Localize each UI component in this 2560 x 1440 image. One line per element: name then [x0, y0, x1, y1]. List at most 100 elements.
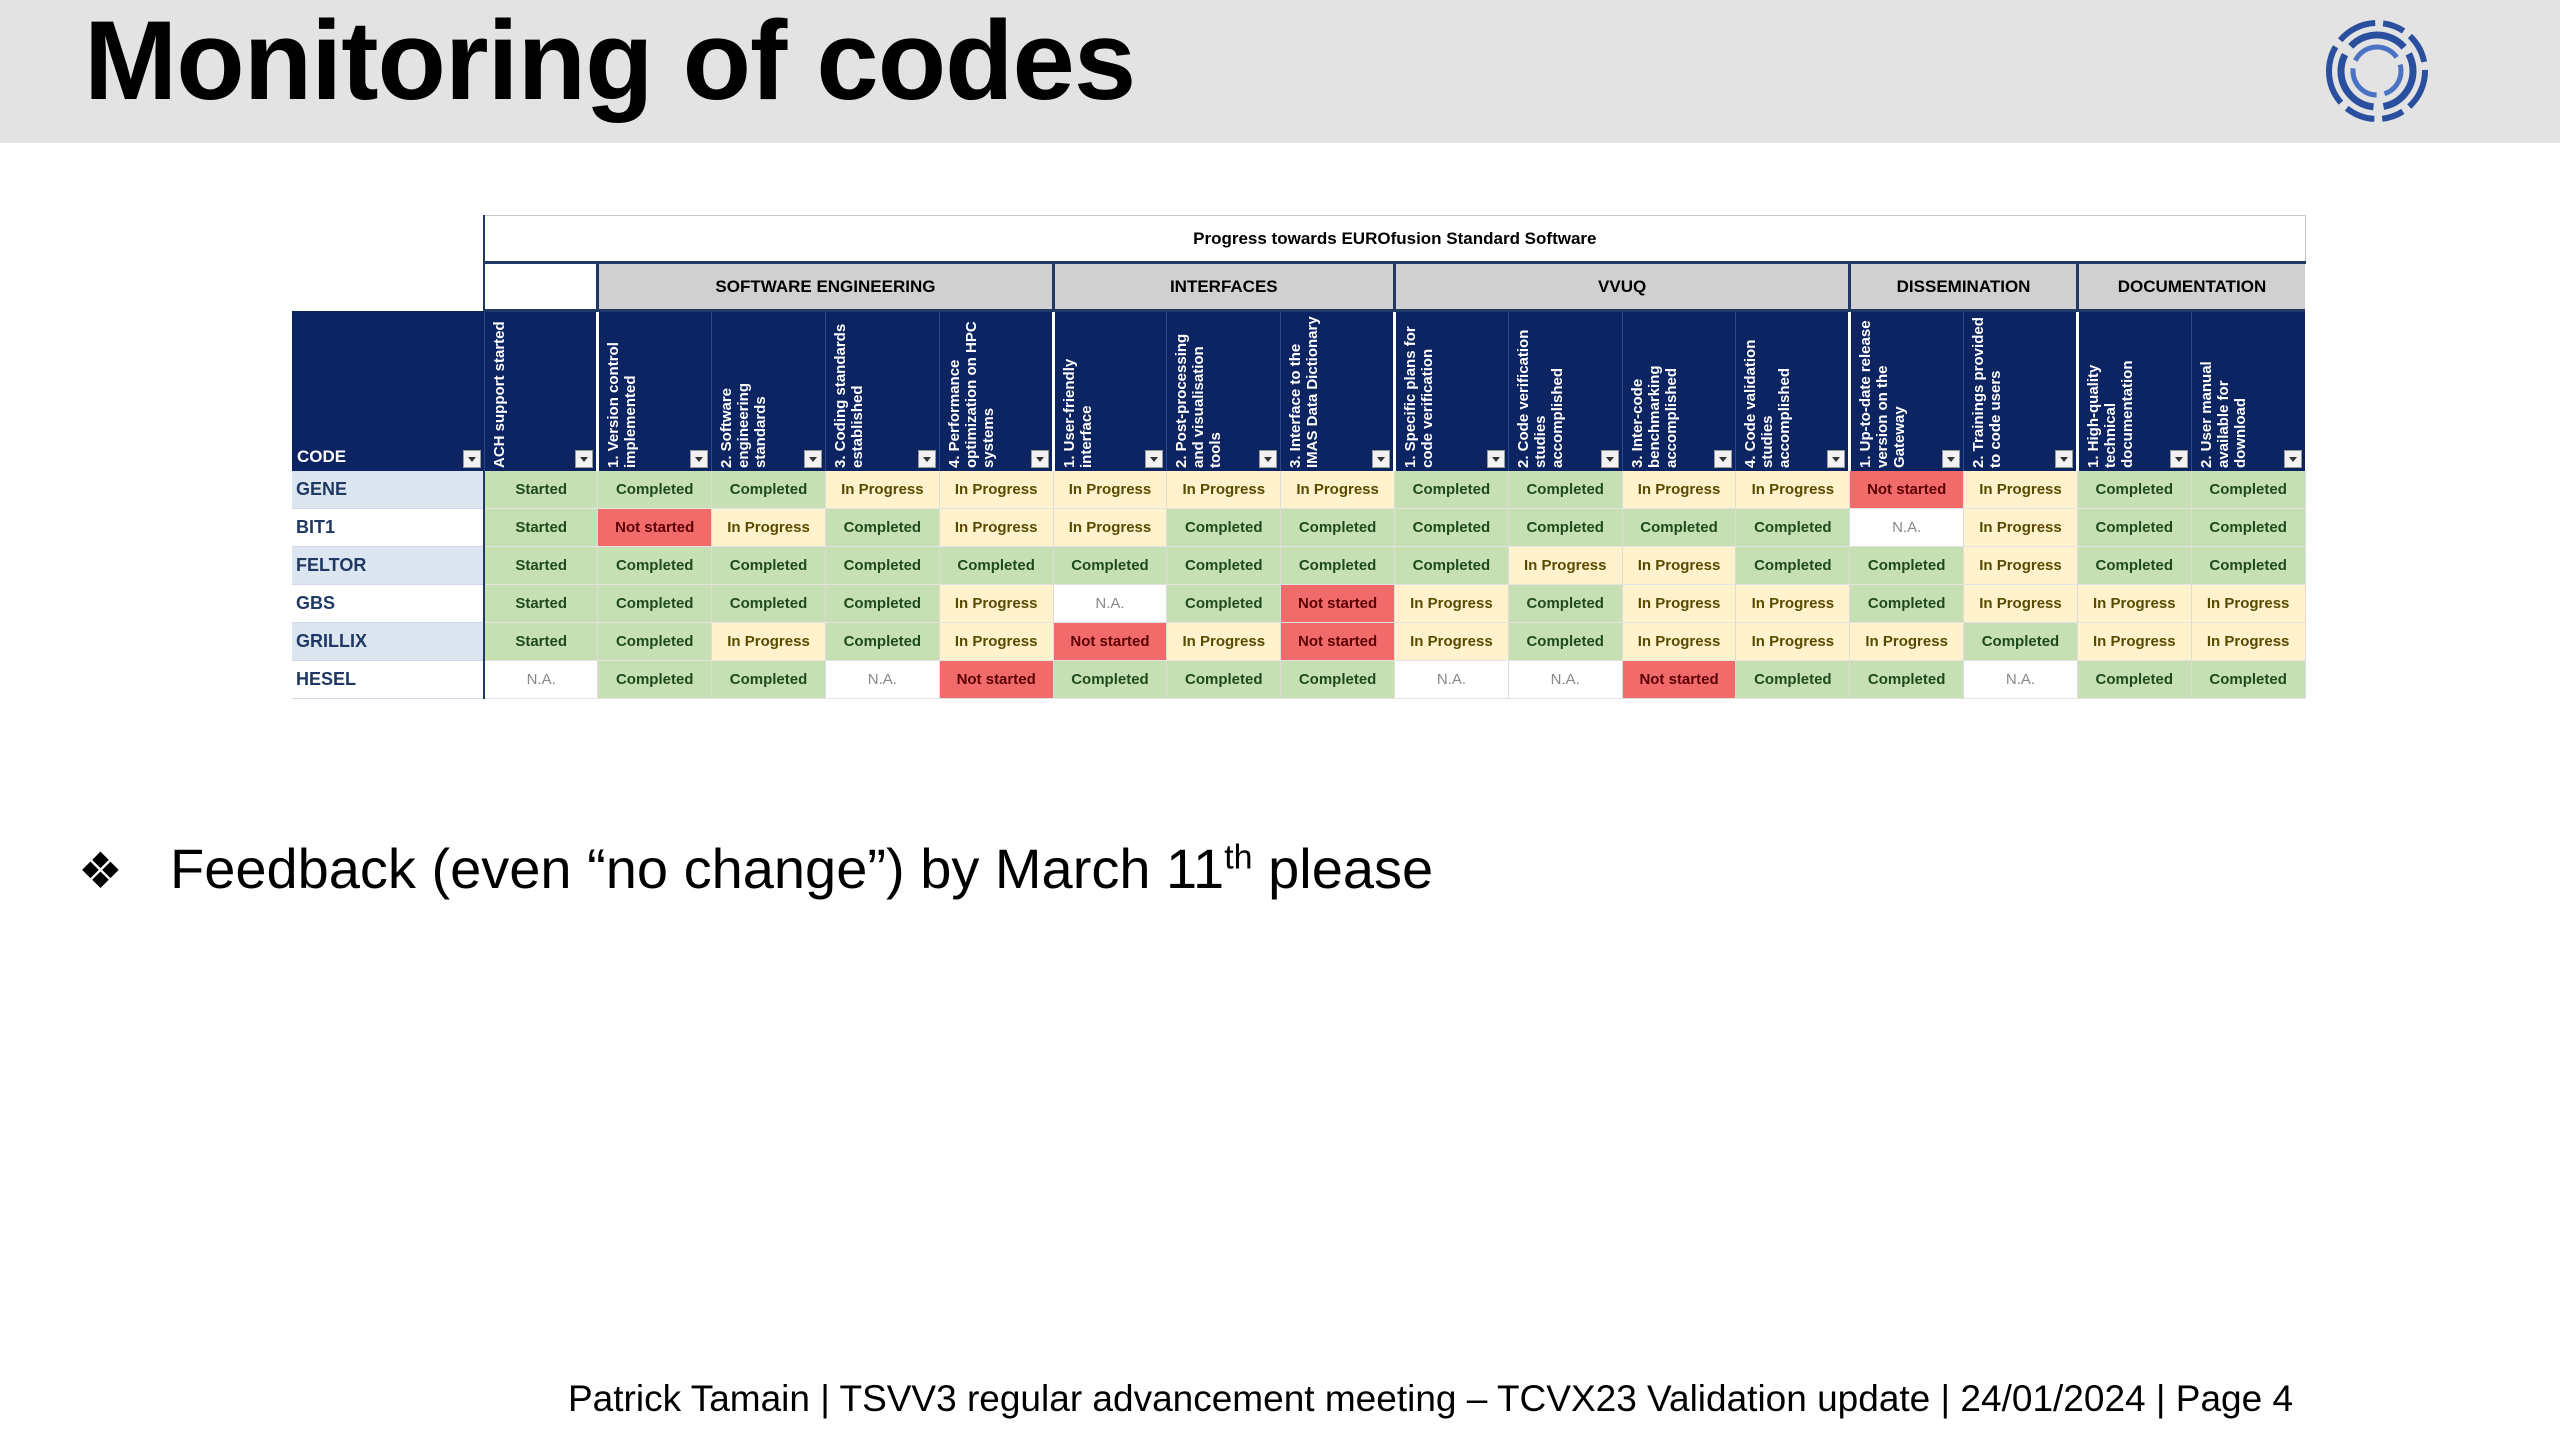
status-cell[interactable]: Completed: [2077, 471, 2192, 509]
status-cell[interactable]: Completed: [1166, 660, 1282, 699]
status-cell[interactable]: Completed: [597, 660, 713, 699]
status-cell[interactable]: Completed: [711, 584, 826, 623]
status-cell[interactable]: In Progress: [1508, 546, 1623, 585]
status-cell[interactable]: In Progress: [711, 622, 826, 661]
status-cell[interactable]: In Progress: [1735, 622, 1851, 661]
status-cell[interactable]: In Progress: [939, 471, 1054, 509]
status-cell[interactable]: In Progress: [1280, 471, 1395, 509]
column-header[interactable]: 2. Software engineering standards: [711, 310, 826, 471]
status-cell[interactable]: Completed: [2191, 546, 2306, 585]
status-cell[interactable]: Completed: [1394, 546, 1509, 585]
status-cell[interactable]: Completed: [1622, 508, 1737, 547]
filter-dropdown-icon[interactable]: [1145, 450, 1164, 468]
status-cell[interactable]: Not started: [1053, 622, 1168, 661]
status-cell[interactable]: Started: [484, 508, 599, 547]
status-cell[interactable]: In Progress: [825, 471, 940, 509]
column-header[interactable]: 3. Inter-code benchmarking accomplished: [1621, 310, 1736, 471]
status-cell[interactable]: Completed: [1166, 584, 1282, 623]
status-cell[interactable]: Completed: [1508, 508, 1623, 547]
status-cell[interactable]: Completed: [825, 622, 940, 661]
column-header[interactable]: 1. High-quality technical documentation: [2075, 310, 2192, 471]
column-header[interactable]: 4. Code validation studies accomplished: [1735, 310, 1850, 471]
column-header[interactable]: 2. Trainings provided to code users: [1963, 310, 2078, 471]
filter-dropdown-icon[interactable]: [2284, 450, 2303, 468]
status-cell[interactable]: Completed: [1735, 660, 1851, 699]
column-header[interactable]: 3. Coding standards established: [824, 310, 940, 471]
status-cell[interactable]: N.A.: [484, 660, 599, 699]
status-cell[interactable]: In Progress: [1394, 622, 1509, 661]
status-cell[interactable]: Started: [484, 584, 599, 623]
status-cell[interactable]: Completed: [825, 584, 940, 623]
filter-dropdown-icon[interactable]: [1030, 450, 1049, 468]
column-header[interactable]: 1. Version control implemented: [596, 310, 712, 471]
column-header[interactable]: 2. Post-processing and visualisation too…: [1166, 310, 1281, 471]
column-header[interactable]: ACH support started: [483, 310, 598, 471]
column-header[interactable]: 2. Code verification studies accomplishe…: [1507, 310, 1623, 471]
status-cell[interactable]: Not started: [1622, 660, 1737, 699]
status-cell[interactable]: Completed: [1053, 660, 1168, 699]
filter-dropdown-icon[interactable]: [917, 450, 936, 468]
status-cell[interactable]: Completed: [1508, 584, 1623, 623]
status-cell[interactable]: Completed: [1280, 508, 1395, 547]
status-cell[interactable]: In Progress: [1963, 584, 2078, 623]
code-name-cell[interactable]: BIT1: [292, 508, 485, 547]
code-name-cell[interactable]: GENE: [292, 471, 485, 509]
status-cell[interactable]: In Progress: [1166, 471, 1282, 509]
status-cell[interactable]: Completed: [2191, 508, 2306, 547]
status-cell[interactable]: Completed: [1394, 508, 1509, 547]
status-cell[interactable]: In Progress: [1622, 584, 1737, 623]
status-cell[interactable]: In Progress: [711, 508, 826, 547]
status-cell[interactable]: In Progress: [1622, 622, 1737, 661]
status-cell[interactable]: In Progress: [1849, 622, 1965, 661]
status-cell[interactable]: Completed: [711, 471, 826, 509]
status-cell[interactable]: Completed: [939, 546, 1054, 585]
status-cell[interactable]: Completed: [1166, 546, 1282, 585]
status-cell[interactable]: Completed: [825, 508, 940, 547]
status-cell[interactable]: Completed: [1508, 622, 1623, 661]
status-cell[interactable]: Completed: [597, 584, 713, 623]
status-cell[interactable]: Completed: [597, 622, 713, 661]
status-cell[interactable]: In Progress: [939, 622, 1054, 661]
filter-dropdown-icon[interactable]: [803, 450, 822, 468]
status-cell[interactable]: Started: [484, 471, 599, 509]
status-cell[interactable]: Completed: [1849, 584, 1965, 623]
column-header[interactable]: 2. User manual available for download: [2190, 310, 2306, 471]
column-header[interactable]: 1. Up-to-date release version on the Gat…: [1848, 310, 1964, 471]
status-cell[interactable]: In Progress: [1166, 622, 1282, 661]
filter-dropdown-icon[interactable]: [462, 450, 481, 468]
filter-dropdown-icon[interactable]: [2054, 450, 2073, 468]
status-cell[interactable]: N.A.: [825, 660, 940, 699]
status-cell[interactable]: Not started: [1280, 584, 1395, 623]
status-cell[interactable]: Completed: [1735, 508, 1851, 547]
filter-dropdown-icon[interactable]: [1714, 450, 1733, 468]
status-cell[interactable]: In Progress: [1963, 546, 2078, 585]
status-cell[interactable]: N.A.: [1963, 660, 2078, 699]
code-name-cell[interactable]: FELTOR: [292, 546, 485, 585]
status-cell[interactable]: In Progress: [1963, 471, 2078, 509]
status-cell[interactable]: In Progress: [939, 584, 1054, 623]
status-cell[interactable]: In Progress: [1053, 471, 1168, 509]
status-cell[interactable]: Completed: [2191, 660, 2306, 699]
status-cell[interactable]: Completed: [1508, 471, 1623, 509]
status-cell[interactable]: Completed: [1280, 660, 1395, 699]
column-header[interactable]: 1. Specific plans for code verification: [1393, 310, 1509, 471]
status-cell[interactable]: Started: [484, 546, 599, 585]
status-cell[interactable]: Completed: [597, 546, 713, 585]
code-column-header[interactable]: CODE: [292, 310, 484, 471]
status-cell[interactable]: Completed: [2191, 471, 2306, 509]
status-cell[interactable]: In Progress: [2191, 622, 2306, 661]
status-cell[interactable]: In Progress: [1622, 546, 1737, 585]
status-cell[interactable]: Not started: [1849, 471, 1965, 509]
status-cell[interactable]: Completed: [711, 660, 826, 699]
filter-dropdown-icon[interactable]: [1372, 450, 1390, 468]
status-cell[interactable]: N.A.: [1394, 660, 1509, 699]
status-cell[interactable]: Completed: [711, 546, 826, 585]
code-name-cell[interactable]: GRILLIX: [292, 622, 485, 661]
status-cell[interactable]: In Progress: [1394, 584, 1509, 623]
filter-dropdown-icon[interactable]: [1600, 450, 1619, 468]
column-header[interactable]: 3. Interface to the IMAS Data Dictionary: [1280, 310, 1395, 471]
status-cell[interactable]: Completed: [1394, 471, 1509, 509]
status-cell[interactable]: N.A.: [1849, 508, 1965, 547]
filter-dropdown-icon[interactable]: [1486, 450, 1505, 468]
status-cell[interactable]: Not started: [597, 508, 713, 547]
